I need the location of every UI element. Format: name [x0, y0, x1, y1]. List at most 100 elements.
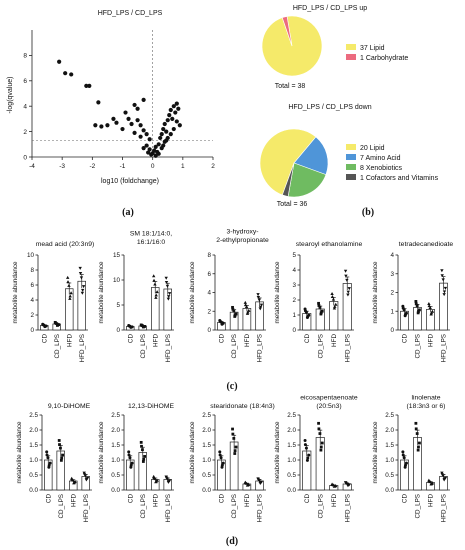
bar-y-tick-label: 1.5 [385, 442, 394, 449]
metabolite-chart-title-line-1: SM 18:1/14:0, [130, 231, 172, 238]
bar-point [429, 482, 433, 486]
bar-point [84, 478, 89, 482]
bar-y-tick-label: 0.0 [202, 487, 211, 494]
volcano-point [177, 123, 182, 128]
bar-category-label: CD_LPS [58, 494, 65, 519]
bar [315, 437, 325, 491]
metabolite-chart-title-line-2: (20:5n3) [316, 403, 341, 410]
bar-category-label: CD_LPS [317, 334, 324, 359]
bar-category-label: HFD_LPS [257, 494, 264, 522]
bar-point [141, 448, 144, 452]
volcano-point [63, 71, 68, 76]
bar-point [347, 287, 351, 291]
bar-y-label: metabolite abundance [274, 261, 281, 323]
bar-category-label: HFD [428, 494, 435, 507]
bar-point [347, 483, 351, 487]
bar-category-label: HFD_LPS [344, 494, 351, 522]
pie-down-slice [293, 136, 329, 176]
bar-y-tick-label: 1.0 [385, 457, 394, 464]
bar-point [60, 456, 64, 460]
volcano-title: HFD_LPS / CD_LPS [98, 10, 163, 17]
bar-point [303, 443, 307, 447]
pie-down-legend-swatch [346, 174, 356, 180]
bar-y-tick-label: 2.0 [202, 427, 211, 434]
bar-point [218, 450, 222, 454]
bar-y-tick-label: 1.5 [202, 442, 211, 449]
volcano-point [161, 126, 166, 132]
bar-point [234, 445, 238, 449]
bar-point [245, 483, 250, 487]
bar-point [346, 293, 350, 297]
bar-category-label: CD [127, 334, 134, 344]
pie-up-legend-label: 1 Carbohydrate [360, 55, 408, 62]
bar-category-label: HFD_LPS [344, 334, 351, 362]
bar-y-tick-label: 2.5 [29, 412, 38, 419]
bar-point [233, 449, 237, 453]
bar-category-label: HFD_LPS [441, 334, 448, 362]
volcano-point [120, 126, 125, 132]
bar-point [346, 484, 350, 488]
metabolite-chart-title-line-1: linolenate [411, 395, 440, 402]
bar-point [232, 437, 236, 440]
volcano-point [168, 132, 173, 137]
bar-point [330, 292, 334, 296]
volcano-point [57, 59, 62, 64]
volcano-point [147, 147, 152, 152]
volcano-point [147, 137, 152, 142]
bar-point [440, 269, 444, 273]
bar-y-label: metabolite abundance [189, 261, 196, 323]
pie-down-legend-swatch [346, 154, 356, 160]
bar-point [80, 291, 85, 295]
panel-label-d: (d) [226, 536, 238, 547]
volcano-point [156, 151, 161, 156]
bar-point [127, 453, 131, 457]
volcano-x-tick-label: 0 [151, 163, 155, 170]
bar-y-tick-label: 1.5 [111, 442, 120, 449]
volcano-point [167, 112, 172, 118]
bar-point [319, 448, 323, 452]
metabolite-chart-title-line-2: (18:3n3 or 6) [407, 403, 446, 410]
volcano-point [164, 129, 169, 134]
bar-point [48, 461, 52, 465]
bar-category-label: CD [402, 334, 409, 344]
bar-y-tick-label: 10 [27, 252, 35, 259]
volcano-point [132, 102, 137, 108]
bar-y-tick-label: 1 [292, 312, 296, 319]
bar-y-tick-label: 1.0 [202, 457, 211, 464]
bar-category-label: CD_LPS [54, 334, 61, 359]
bar-category-label: CD_LPS [231, 494, 238, 519]
volcano-point [135, 118, 140, 123]
bar-point [167, 292, 172, 296]
bar-y-tick-label: 6 [30, 282, 34, 289]
bar-point [344, 481, 348, 485]
bar-category-label: CD [218, 334, 225, 344]
metabolite-chart-title: tetradecanedioate [399, 241, 454, 248]
bar-point [81, 285, 86, 289]
bar-y-tick-label: 1 [390, 308, 394, 315]
bar-point [166, 295, 171, 299]
pie-down-slice [287, 162, 327, 198]
bar-y-label: metabolite abundance [372, 421, 379, 483]
bar [439, 282, 448, 331]
bar-point [68, 296, 72, 300]
bar-point [415, 304, 419, 308]
bar-category-label: HFD [244, 334, 251, 347]
bar-point [416, 311, 420, 315]
bar-point [43, 325, 47, 329]
bar-category-label: CD_LPS [140, 494, 147, 519]
bar-point [258, 307, 262, 311]
bar-point [231, 427, 234, 431]
bar-point [429, 312, 433, 316]
panel-label-b: (b) [362, 207, 374, 218]
bar-point [417, 445, 420, 449]
bar-point [59, 446, 62, 450]
bar-point [143, 455, 147, 458]
bar-point [139, 440, 143, 444]
bar-y-tick-label: 1.0 [111, 457, 120, 464]
bar-point [85, 476, 90, 480]
panel-label-c: (c) [226, 381, 237, 392]
bar-y-tick-label: 1.5 [29, 442, 38, 449]
bar-category-label: CD_LPS [231, 334, 238, 359]
bar-point [231, 432, 235, 436]
volcano-x-tick-label: -4 [29, 163, 35, 170]
